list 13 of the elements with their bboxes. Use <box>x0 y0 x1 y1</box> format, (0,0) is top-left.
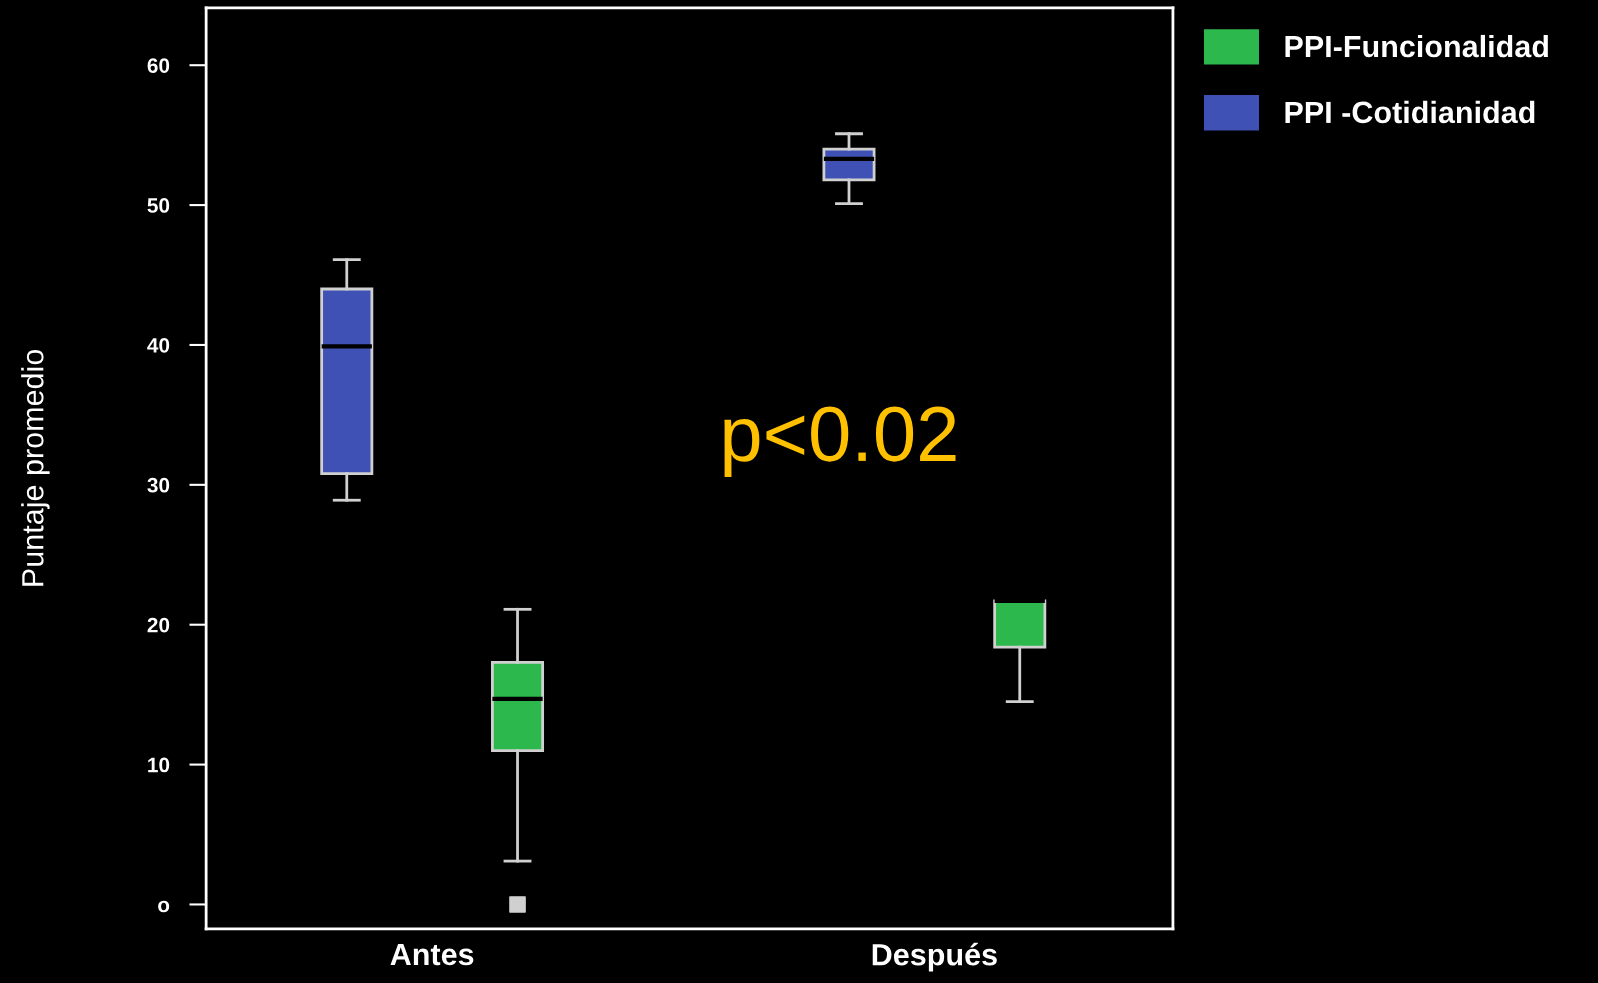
x-tick-label: Antes <box>390 943 474 966</box>
legend-label: PPI -Cotidianidad <box>1285 100 1535 124</box>
y-tick-label: 20 <box>147 617 170 633</box>
annotation: p<0.02 <box>724 406 956 478</box>
y-tick-label: o <box>158 900 170 913</box>
x-tick-label: Después <box>872 942 997 972</box>
y-tick-label: 10 <box>148 757 170 773</box>
y-tick-label: 60 <box>147 58 170 73</box>
y-tick-label: 50 <box>147 198 170 213</box>
y-axis-title: Puntaje promedio <box>21 349 50 586</box>
y-tick-label: 30 <box>147 477 170 493</box>
y-tick-label: 40 <box>147 337 170 353</box>
legend-label: PPI-Funcionalidad <box>1285 34 1548 58</box>
